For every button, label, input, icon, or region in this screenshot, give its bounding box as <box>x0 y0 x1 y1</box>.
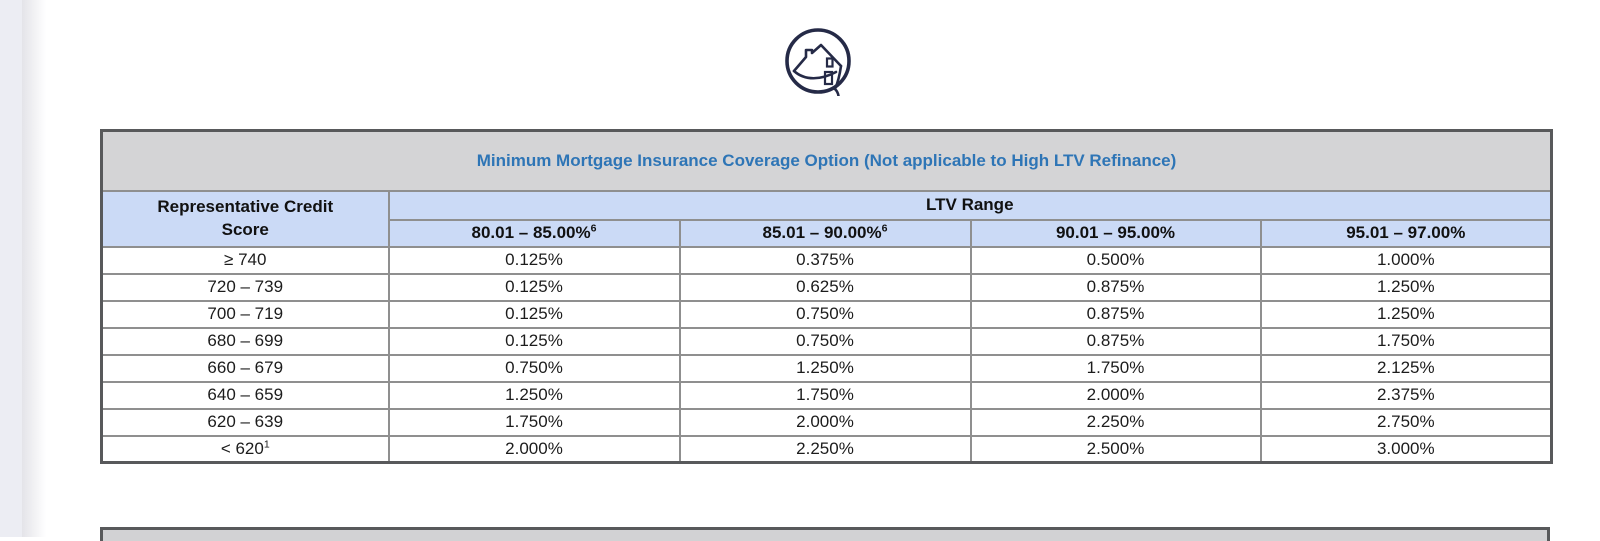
credit-score-range: 700 – 719 <box>100 299 390 329</box>
table-row: 640 – 659 1.250% 1.750% 2.000% 2.375% <box>100 380 1553 410</box>
coverage-value: 2.375% <box>1259 380 1553 410</box>
coverage-value: 2.125% <box>1259 353 1553 383</box>
table-row: 700 – 719 0.125% 0.750% 0.875% 1.250% <box>100 299 1553 329</box>
ltv-column-header: 95.01 – 97.00% <box>1259 218 1553 248</box>
coverage-value: 0.750% <box>678 299 972 329</box>
coverage-value: 0.125% <box>387 272 681 302</box>
coverage-value: 0.125% <box>387 326 681 356</box>
house-circle-icon <box>785 28 851 98</box>
coverage-value: 2.250% <box>678 434 972 464</box>
coverage-value: 0.875% <box>969 299 1262 329</box>
coverage-value: 0.625% <box>678 272 972 302</box>
credit-score-header-line2: Score <box>221 219 269 239</box>
coverage-value: 0.750% <box>678 326 972 356</box>
table-row: 720 – 739 0.125% 0.625% 0.875% 1.250% <box>100 272 1553 302</box>
table-title: Minimum Mortgage Insurance Coverage Opti… <box>100 129 1553 192</box>
coverage-value: 0.125% <box>387 245 681 275</box>
ltv-column-header: 80.01 – 85.00%6 <box>387 218 681 248</box>
coverage-value: 1.750% <box>1259 326 1553 356</box>
coverage-value: 0.375% <box>678 245 972 275</box>
table-title-row: Minimum Mortgage Insurance Coverage Opti… <box>100 129 1553 192</box>
coverage-value: 3.000% <box>1259 434 1553 464</box>
coverage-value: 1.250% <box>1259 272 1553 302</box>
table-row: 680 – 699 0.125% 0.750% 0.875% 1.750% <box>100 326 1553 356</box>
credit-score-column-header: Representative Credit Score <box>100 189 390 248</box>
coverage-value: 1.000% <box>1259 245 1553 275</box>
ltv-column-header: 85.01 – 90.00%6 <box>678 218 972 248</box>
ltv-range-group-header: LTV Range <box>387 189 1553 221</box>
table-row: 660 – 679 0.750% 1.250% 1.750% 2.125% <box>100 353 1553 383</box>
coverage-value: 2.000% <box>387 434 681 464</box>
coverage-value: 0.875% <box>969 326 1262 356</box>
coverage-value: 0.750% <box>387 353 681 383</box>
next-table-top-edge <box>100 527 1550 541</box>
credit-score-range: 620 – 639 <box>100 407 390 437</box>
table-row: 620 – 639 1.750% 2.000% 2.250% 2.750% <box>100 407 1553 437</box>
fannie-mae-logo <box>783 26 853 98</box>
coverage-value: 2.000% <box>969 380 1262 410</box>
viewer-left-strip <box>0 0 22 537</box>
table-row: < 6201 2.000% 2.250% 2.500% 3.000% <box>100 434 1553 464</box>
table-row: ≥ 740 0.125% 0.375% 0.500% 1.000% <box>100 245 1553 275</box>
coverage-value: 1.250% <box>1259 299 1553 329</box>
ltv-subheader-row: 80.01 – 85.00%6 85.01 – 90.00%6 90.01 – … <box>102 218 1553 248</box>
coverage-value: 1.750% <box>969 353 1262 383</box>
group-header-row: Representative Credit Score LTV Range <box>100 189 1553 248</box>
credit-score-header-line1: Representative Credit <box>157 196 334 216</box>
coverage-value: 1.750% <box>387 407 681 437</box>
coverage-value: 2.750% <box>1259 407 1553 437</box>
coverage-value: 0.500% <box>969 245 1262 275</box>
credit-score-range: 720 – 739 <box>100 272 390 302</box>
coverage-value: 2.000% <box>678 407 972 437</box>
coverage-value: 2.250% <box>969 407 1262 437</box>
coverage-value: 1.250% <box>678 353 972 383</box>
coverage-value: 0.125% <box>387 299 681 329</box>
mi-coverage-table: Minimum Mortgage Insurance Coverage Opti… <box>100 129 1554 464</box>
ltv-column-header: 90.01 – 95.00% <box>969 218 1262 248</box>
coverage-value: 0.875% <box>969 272 1262 302</box>
credit-score-range: < 6201 <box>100 434 390 464</box>
credit-score-range: 640 – 659 <box>100 380 390 410</box>
credit-score-range: 680 – 699 <box>100 326 390 356</box>
coverage-value: 1.750% <box>678 380 972 410</box>
credit-score-range: ≥ 740 <box>100 245 390 275</box>
credit-score-range: 660 – 679 <box>100 353 390 383</box>
coverage-value: 1.250% <box>387 380 681 410</box>
page-edge-shadow <box>22 0 46 537</box>
coverage-value: 2.500% <box>969 434 1262 464</box>
